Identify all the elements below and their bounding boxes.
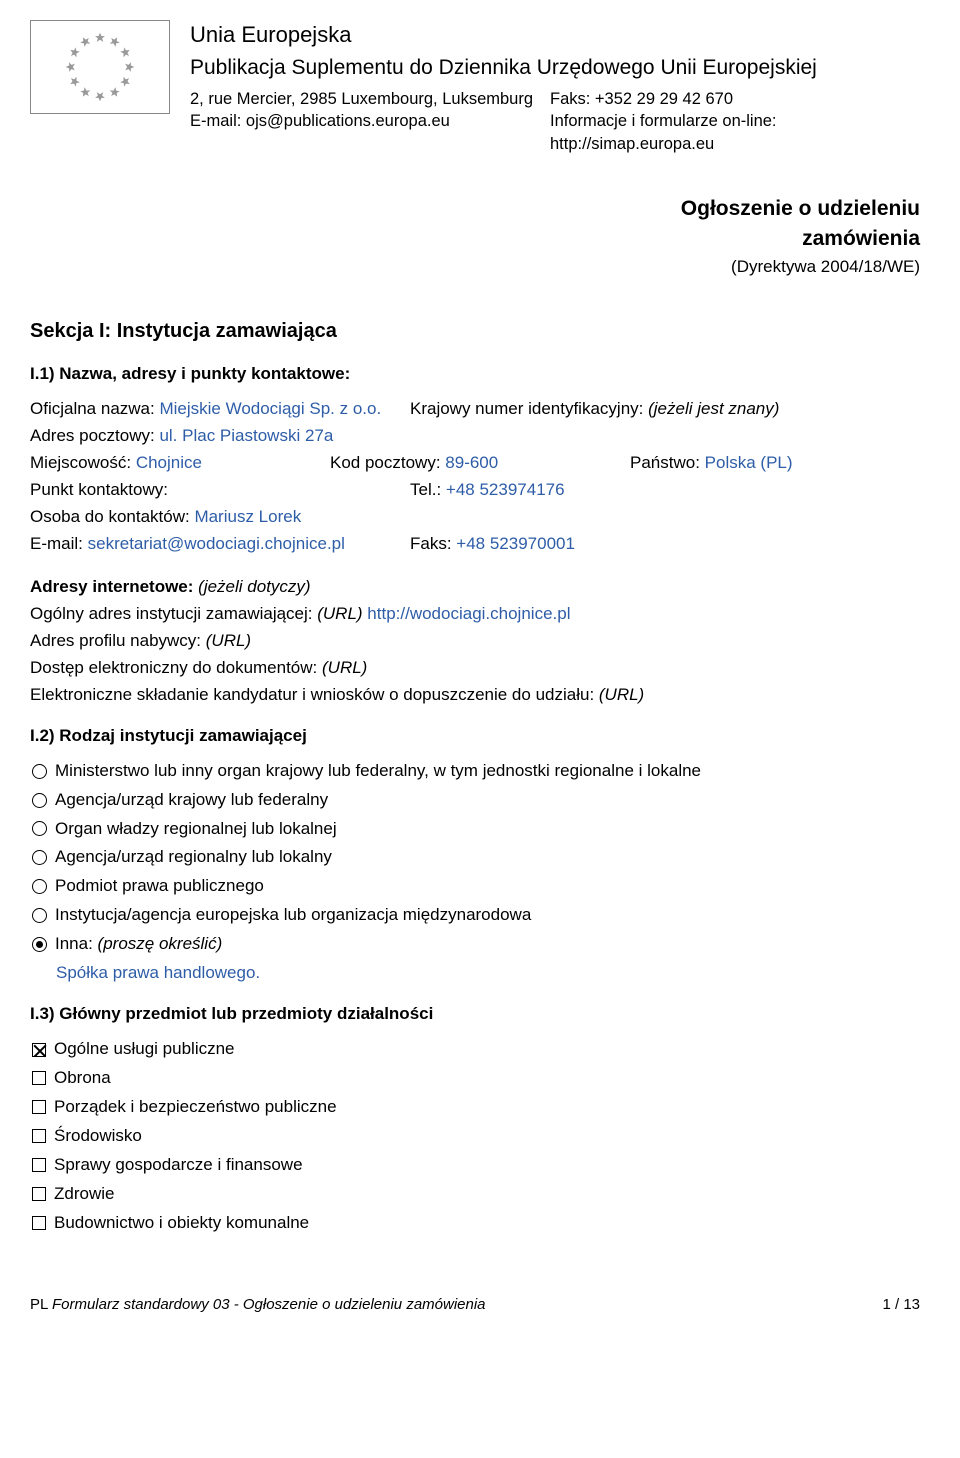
page-number: 1 / 13: [882, 1295, 920, 1315]
option-label: Sprawy gospodarcze i finansowe: [54, 1154, 303, 1177]
option-label: Obrona: [54, 1067, 111, 1090]
page-footer: PL Formularz standardowy 03 - Ogłoszenie…: [30, 1295, 920, 1315]
zip-label: Kod pocztowy:: [330, 453, 445, 472]
checkbox-icon: [32, 1100, 46, 1114]
section-1-heading: Sekcja I: Instytucja zamawiająca: [30, 318, 920, 345]
url-label-2: (URL): [206, 631, 251, 650]
radio-icon: [32, 850, 47, 865]
nat-id-label: Krajowy numer identyfikacyjny:: [410, 399, 648, 418]
contact-block: Oficjalna nazwa: Miejskie Wodociągi Sp. …: [30, 398, 920, 556]
radio-icon: [32, 821, 47, 836]
option-label: Ministerstwo lub inny organ krajowy lub …: [55, 760, 701, 783]
url-label-3: (URL): [322, 658, 367, 677]
notice-title-line1: Ogłoszenie o udzieleniu: [30, 195, 920, 223]
zip-value: 89-600: [445, 453, 498, 472]
fax-label: Faks:: [410, 534, 456, 553]
i3-option[interactable]: Środowisko: [32, 1125, 920, 1148]
cp-label: Punkt kontaktowy:: [30, 480, 168, 499]
i3-options: Ogólne usługi publiczne Obrona Porządek i …: [32, 1038, 920, 1235]
option-label: Instytucja/agencja europejska lub organi…: [55, 904, 531, 927]
option-label: Podmiot prawa publicznego: [55, 875, 264, 898]
email-label: E-mail:: [30, 534, 88, 553]
option-label: Ogólne usługi publiczne: [54, 1038, 235, 1061]
header-fax: Faks: +352 29 29 42 670: [550, 88, 920, 110]
checkbox-icon: [32, 1187, 46, 1201]
checkbox-icon: [32, 1158, 46, 1172]
option-label: Budownictwo i obiekty komunalne: [54, 1212, 309, 1235]
tel-value: +48 523974176: [446, 480, 565, 499]
email-value: sekretariat@wodociagi.chojnice.pl: [88, 534, 345, 553]
header-info: Informacje i formularze on-line: http://…: [550, 110, 920, 155]
document-header: Unia Europejska Publikacja Suplementu do…: [30, 20, 920, 155]
option-label: Agencja/urząd regionalny lub lokalny: [55, 846, 332, 869]
fax-value: +48 523970001: [456, 534, 575, 553]
off-name-label: Oficjalna nazwa:: [30, 399, 159, 418]
url-label-1: (URL): [317, 604, 367, 623]
i2-option[interactable]: Organ władzy regionalnej lub lokalnej: [32, 818, 920, 841]
country-value: Polska (PL): [705, 453, 793, 472]
postal-value: ul. Plac Piastowski 27a: [159, 426, 333, 445]
nat-id-hint: (jeżeli jest znany): [648, 399, 779, 418]
i2-option[interactable]: Instytucja/agencja europejska lub organi…: [32, 904, 920, 927]
option-label: Zdrowie: [54, 1183, 114, 1206]
town-label: Miejscowość:: [30, 453, 136, 472]
town-value: Chojnice: [136, 453, 202, 472]
i3-option[interactable]: Budownictwo i obiekty komunalne: [32, 1212, 920, 1235]
option-label: Inna: (proszę określić): [55, 933, 222, 956]
header-text: Unia Europejska Publikacja Suplementu do…: [190, 20, 920, 155]
i3-option[interactable]: Porządek i bezpieczeństwo publiczne: [32, 1096, 920, 1119]
i2-options: Ministerstwo lub inny organ krajowy lub …: [32, 760, 920, 986]
i3-option[interactable]: Ogólne usługi publiczne: [32, 1038, 920, 1061]
header-title: Unia Europejska: [190, 20, 920, 50]
checkbox-icon: [32, 1071, 46, 1085]
i3-option[interactable]: Obrona: [32, 1067, 920, 1090]
radio-icon: [32, 793, 47, 808]
i2-option[interactable]: Inna: (proszę określić): [32, 933, 920, 956]
notice-directive: (Dyrektywa 2004/18/WE): [30, 256, 920, 279]
postal-label: Adres pocztowy:: [30, 426, 159, 445]
option-label: Porządek i bezpieczeństwo publiczne: [54, 1096, 337, 1119]
eu-flag-icon: [30, 20, 170, 114]
header-subtitle: Publikacja Suplementu do Dziennika Urzęd…: [190, 54, 920, 82]
i2-option[interactable]: Agencja/urząd regionalny lub lokalny: [32, 846, 920, 869]
buyer-profile-label: Adres profilu nabywcy:: [30, 631, 206, 650]
elec-submit-label: Elektroniczne składanie kandydatur i wni…: [30, 685, 599, 704]
country-label: Państwo:: [630, 453, 705, 472]
off-name-value: Miejskie Wodociągi Sp. z o.o.: [159, 399, 381, 418]
checkbox-icon: [32, 1216, 46, 1230]
option-label: Organ władzy regionalnej lub lokalnej: [55, 818, 337, 841]
i2-option[interactable]: Podmiot prawa publicznego: [32, 875, 920, 898]
footer-lang: PL: [30, 1296, 52, 1313]
option-label: Agencja/urząd krajowy lub federalny: [55, 789, 328, 812]
addr-heading: Adresy internetowe:: [30, 577, 198, 596]
checkbox-icon: [32, 1043, 46, 1057]
i2-heading: I.2) Rodzaj instytucji zamawiającej: [30, 725, 920, 748]
radio-icon: [32, 937, 47, 952]
footer-title: Formularz standardowy 03 - Ogłoszenie o …: [52, 1296, 486, 1313]
contact-for-value: Mariusz Lorek: [194, 507, 301, 526]
i1-heading: I.1) Nazwa, adresy i punkty kontaktowe:: [30, 363, 920, 386]
contact-for-label: Osoba do kontaktów:: [30, 507, 194, 526]
tel-label: Tel.:: [410, 480, 446, 499]
radio-icon: [32, 879, 47, 894]
internet-addresses: Adresy internetowe: (jeżeli dotyczy) Ogó…: [30, 576, 920, 707]
elec-access-label: Dostęp elektroniczny do dokumentów:: [30, 658, 322, 677]
i3-option[interactable]: Sprawy gospodarcze i finansowe: [32, 1154, 920, 1177]
url-label-4: (URL): [599, 685, 644, 704]
gen-addr-value: http://wodociagi.chojnice.pl: [367, 604, 570, 623]
header-address: 2, rue Mercier, 2985 Luxembourg, Luksemb…: [190, 88, 550, 110]
radio-icon: [32, 908, 47, 923]
i2-option[interactable]: Agencja/urząd krajowy lub federalny: [32, 789, 920, 812]
gen-addr-label: Ogólny adres instytucji zamawiającej:: [30, 604, 317, 623]
checkbox-icon: [32, 1129, 46, 1143]
i2-other-value: Spółka prawa handlowego.: [56, 962, 920, 985]
addr-hint: (jeżeli dotyczy): [198, 577, 310, 596]
radio-icon: [32, 764, 47, 779]
option-label: Środowisko: [54, 1125, 142, 1148]
header-email: E-mail: ojs@publications.europa.eu: [190, 110, 550, 155]
i3-heading: I.3) Główny przedmiot lub przedmioty dzi…: [30, 1003, 920, 1026]
i3-option[interactable]: Zdrowie: [32, 1183, 920, 1206]
i2-option[interactable]: Ministerstwo lub inny organ krajowy lub …: [32, 760, 920, 783]
notice-title-line2: zamówienia: [30, 225, 920, 253]
